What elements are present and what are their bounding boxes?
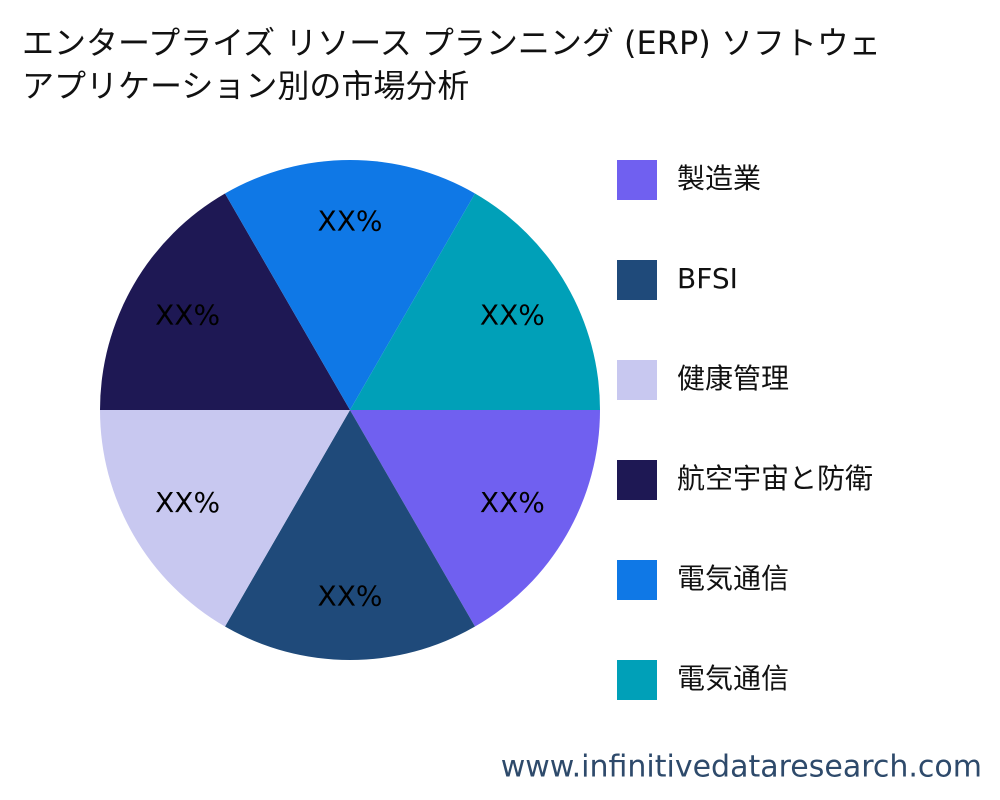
chart-title: アプリケーション別の市場分析: [22, 67, 469, 105]
legend-swatch: [617, 560, 657, 600]
legend-swatch: [617, 160, 657, 200]
data-label: XX%: [480, 298, 545, 331]
data-label: XX%: [318, 205, 383, 238]
data-label: XX%: [155, 298, 220, 331]
data-label: XX%: [318, 580, 383, 613]
legend-label: 電気通信: [677, 662, 789, 695]
legend-label: 健康管理: [677, 362, 789, 395]
pie-slice: [225, 410, 475, 660]
legend-swatch: [617, 360, 657, 400]
chart-title: エンタープライズ リソース プランニング (ERP) ソフトウェ: [22, 24, 881, 62]
legend-swatch: [617, 660, 657, 700]
pie-slice: [350, 193, 600, 410]
pie-slice: [100, 193, 350, 410]
legend-label: 航空宇宙と防衛: [677, 462, 873, 495]
legend-swatch: [617, 260, 657, 300]
pie-slice: [100, 410, 350, 627]
legend-label: 電気通信: [677, 562, 789, 595]
pie-slice: [350, 410, 600, 627]
watermark: www.infinitivedataresearch.com: [501, 750, 982, 785]
legend-label: BFSI: [677, 262, 738, 295]
data-label: XX%: [155, 486, 220, 519]
legend-swatch: [617, 460, 657, 500]
legend-label: 製造業: [677, 162, 761, 195]
pie-slice: [225, 160, 475, 410]
data-label: XX%: [480, 486, 545, 519]
